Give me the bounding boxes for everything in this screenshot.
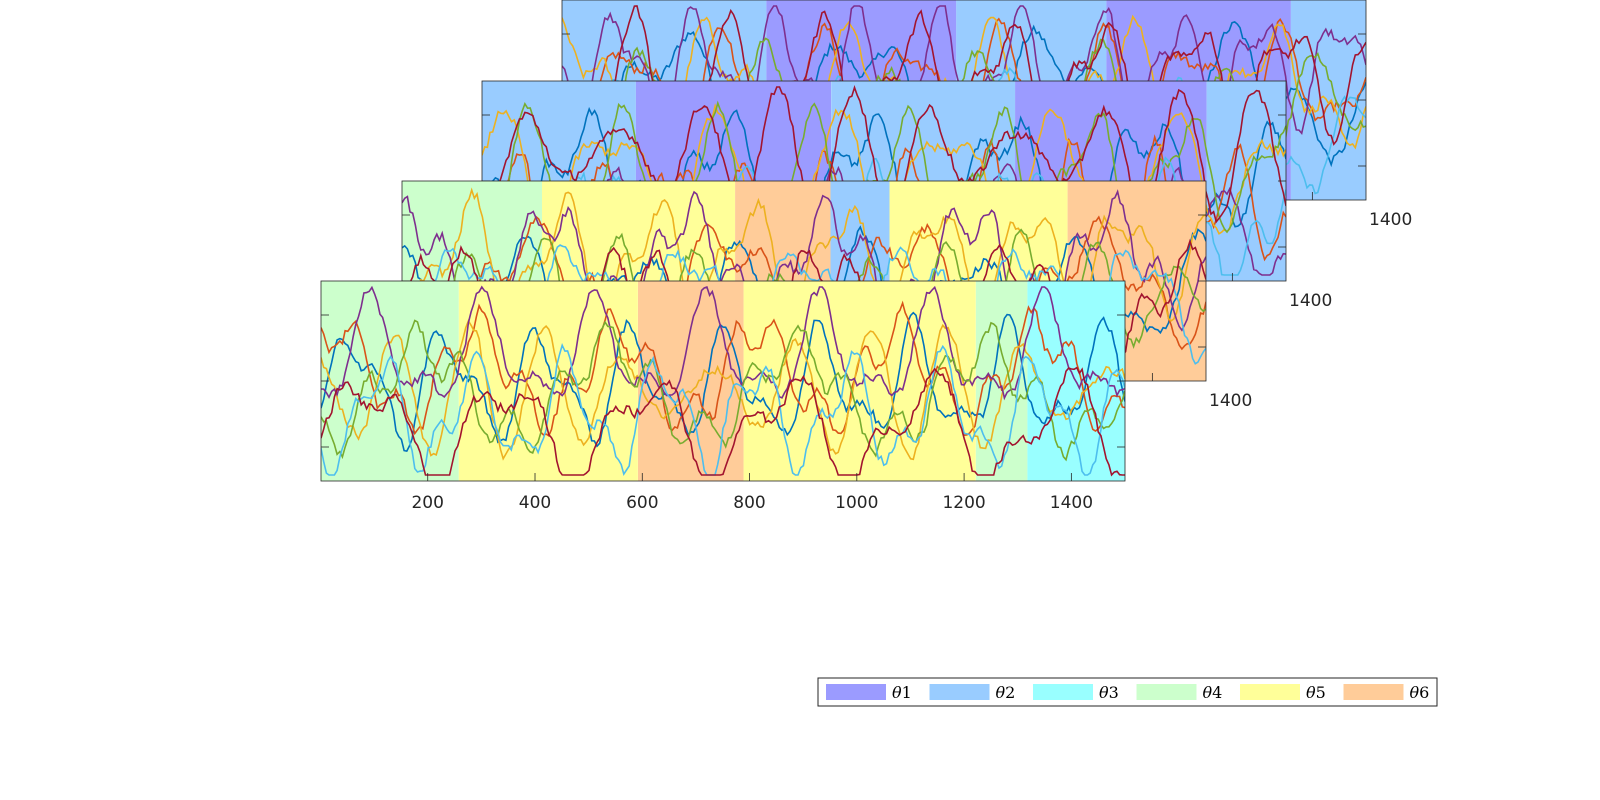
back-panel-tick-label: 1400 xyxy=(1209,391,1252,411)
legend-label-3: θ3 xyxy=(1099,683,1119,702)
signal-line-7 xyxy=(321,366,1125,477)
signal-line-4 xyxy=(321,285,1125,401)
state-segment-4 xyxy=(743,281,976,481)
signal-line-5 xyxy=(482,100,1286,235)
panels-layer: 1400 1400 1400 xyxy=(320,0,1412,482)
legend-swatch-1 xyxy=(826,684,886,700)
x-tick-label-1200: 1200 xyxy=(942,493,985,513)
legend-swatch-6 xyxy=(1343,684,1404,700)
legend-label-4: θ4 xyxy=(1203,683,1223,702)
back-panel-tick-label: 1400 xyxy=(1289,291,1332,311)
legend-label-1: θ1 xyxy=(892,683,912,702)
x-tick-label-800: 800 xyxy=(733,493,765,513)
state-segment-5 xyxy=(1290,0,1366,200)
legend-box xyxy=(817,677,1438,707)
state-segment-5 xyxy=(1206,81,1286,281)
legend-label-6: θ6 xyxy=(1410,683,1430,702)
signal-line-3 xyxy=(321,319,1125,461)
legend-swatch-5 xyxy=(1240,684,1300,700)
state-segment-3 xyxy=(638,281,744,481)
front-x-axis: 200 400 600 800 1000 1200 1400 xyxy=(411,493,1093,513)
signal-line-4 xyxy=(402,189,1206,332)
signal-line-2 xyxy=(321,300,1125,437)
x-tick-label-400: 400 xyxy=(519,493,551,513)
state-segment-2 xyxy=(458,281,638,481)
legend-swatch-4 xyxy=(1136,684,1197,700)
legend-swatch-2 xyxy=(929,684,990,700)
legend-label-2: θ2 xyxy=(996,683,1016,702)
signal-line-6 xyxy=(321,343,1125,477)
legend-label-5: θ5 xyxy=(1306,683,1326,702)
legend: θ1 θ2 θ3 θ4 θ5 θ6 xyxy=(817,677,1438,707)
x-tick-label-600: 600 xyxy=(626,493,658,513)
x-tick-label-200: 200 xyxy=(411,493,443,513)
x-tick-label-1400: 1400 xyxy=(1050,493,1093,513)
panel-front xyxy=(320,280,1126,482)
x-tick-label-1000: 1000 xyxy=(835,493,878,513)
back-panel-tick-label: 1400 xyxy=(1369,210,1412,230)
legend-swatch-3 xyxy=(1033,684,1093,700)
signal-lines xyxy=(321,285,1125,477)
signal-line-5 xyxy=(321,319,1125,462)
